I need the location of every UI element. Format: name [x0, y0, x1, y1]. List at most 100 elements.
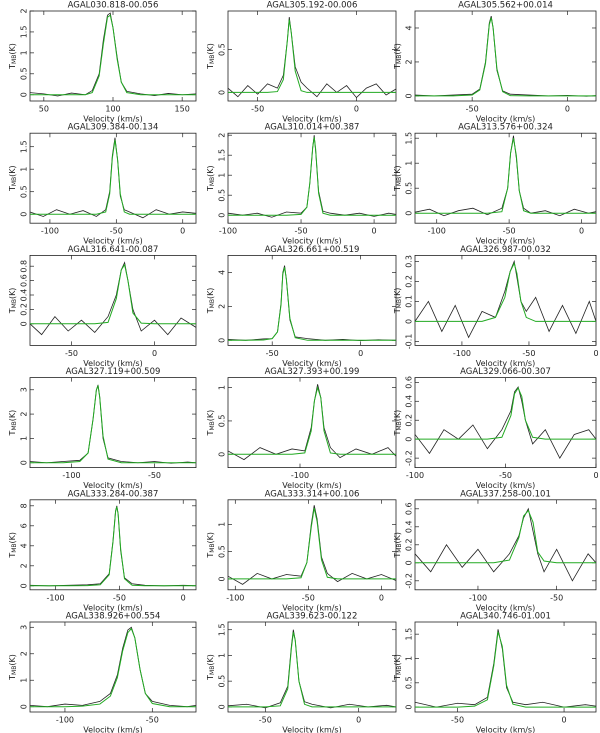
- x-axis-label: Velocity (km/s): [476, 726, 535, 733]
- y-axis-label: TMB(K): [206, 410, 216, 437]
- x-tick-label: 0: [579, 227, 584, 236]
- fit-line: [415, 138, 596, 214]
- y-tick-label: 0: [20, 704, 29, 709]
- y-tick-label: 2: [20, 563, 29, 568]
- y-label-unit: (K): [8, 165, 17, 177]
- y-tick-label: 2: [218, 304, 227, 309]
- y-label-unit: (K): [8, 654, 17, 666]
- y-tick-label: 2: [20, 8, 29, 13]
- x-tick-label: -100: [428, 227, 446, 236]
- y-tick-label: 0.2: [20, 303, 29, 316]
- y-tick-label: 0.2: [405, 275, 414, 288]
- y-axis-label: TMB(K): [206, 43, 216, 70]
- y-label-unit: (K): [8, 532, 17, 544]
- panel: AGAL339.623-00.122 -50 0 0 0.5 1 1.5 Velocity (…: [206, 612, 397, 733]
- x-tick-label: -50: [251, 105, 264, 114]
- x-tick-label: -50: [110, 227, 123, 236]
- panel-title: AGAL313.576+00.324: [458, 123, 553, 133]
- y-tick-label: 0.5: [20, 67, 29, 80]
- x-tick-label: -100: [219, 227, 237, 236]
- y-axis-label: TMB(K): [393, 165, 403, 192]
- x-tick-label: 0: [152, 349, 157, 358]
- plot-frame: [414, 254, 597, 346]
- x-tick-label: -50: [295, 227, 308, 236]
- y-label-unit: (K): [206, 654, 215, 666]
- y-label-unit: (K): [393, 165, 402, 177]
- x-tick-label: -50: [550, 593, 563, 602]
- spectrum: [227, 384, 397, 461]
- plot-frame: [227, 10, 397, 102]
- plot-frame: [29, 132, 197, 224]
- y-label-sub: MB: [209, 55, 216, 64]
- y-label-sub: MB: [11, 177, 18, 186]
- y-tick-label: 0: [218, 704, 227, 709]
- x-tick-label: 0: [358, 349, 363, 358]
- y-label-unit: (K): [206, 165, 215, 177]
- y-label-symbol: T: [206, 186, 215, 192]
- y-tick-label: 0: [20, 583, 29, 588]
- plot-frame: [227, 499, 397, 591]
- y-label-symbol: T: [8, 64, 17, 70]
- y-tick-label: 1.5: [218, 149, 227, 162]
- panel-title: AGAL326.661+00.519: [265, 245, 360, 255]
- spectrum: [29, 12, 197, 97]
- y-tick-label: 0: [218, 338, 227, 343]
- x-tick-label: 0: [379, 593, 384, 602]
- panel: AGAL305.562+00.014 -50 0 0 2 4 Velocity (km/s)…: [393, 1, 597, 124]
- x-tick-label: 50: [39, 105, 49, 114]
- y-label-symbol: T: [8, 430, 17, 436]
- y-label-unit: (K): [393, 43, 402, 55]
- x-tick-label: 0: [562, 716, 567, 725]
- y-label-symbol: T: [393, 64, 402, 70]
- panel-title: AGAL326.987-00.032: [460, 245, 551, 255]
- y-tick-label: 0: [20, 460, 29, 465]
- plot-frame: [227, 132, 397, 224]
- plot-frame: [29, 10, 197, 102]
- y-tick-label: 0.5: [405, 182, 414, 195]
- x-tick-label: 150: [175, 105, 190, 114]
- y-tick-label: 1: [20, 436, 29, 441]
- panel: AGAL030.818-00.056 50 100 150 0 0.5 1 1.5 2 Veloc…: [8, 1, 197, 124]
- x-tick-label: -100: [226, 593, 244, 602]
- spectrum: [414, 629, 597, 708]
- y-tick-label: 0: [405, 319, 414, 324]
- x-tick-label: 0: [593, 471, 598, 480]
- panel-title: AGAL030.818-00.056: [68, 1, 159, 11]
- fit-line: [30, 506, 196, 587]
- y-tick-label: 1: [20, 678, 29, 683]
- panel: AGAL316.641-00.087 -50 0 0 0.20.4 0.60.8 Veloc…: [8, 245, 197, 368]
- y-tick-label: 0: [20, 212, 29, 217]
- plot-frame: [414, 132, 597, 224]
- y-axis-label: TMB(K): [8, 288, 18, 315]
- y-label-unit: (K): [393, 654, 402, 666]
- spectrum: [29, 384, 197, 464]
- x-tick-label: 0: [356, 716, 361, 725]
- fit-line: [228, 137, 396, 216]
- panel: AGAL329.066-00.307 -100 -50 0 -0.2 0 0.2 0.4 0.6…: [393, 367, 599, 490]
- y-label-symbol: T: [393, 553, 402, 559]
- panel: AGAL333.314+00.106 -100 -50 0 0 0.5 1 Velocity …: [206, 489, 397, 612]
- plot-frame: [29, 621, 197, 713]
- y-label-sub: MB: [11, 55, 18, 64]
- y-tick-label: 0.6: [20, 274, 29, 287]
- y-tick-label: 3: [20, 625, 29, 630]
- y-label-unit: (K): [393, 532, 402, 544]
- y-label-unit: (K): [8, 410, 17, 422]
- panel: AGAL310.014+00.387 -100 -50 0 0 0.5 1 1.5 2 Veloc…: [206, 123, 397, 246]
- y-label-unit: (K): [206, 410, 215, 422]
- y-label-symbol: T: [206, 430, 215, 436]
- y-label-sub: MB: [11, 666, 18, 675]
- spectrum: [227, 505, 397, 585]
- y-axis-label: TMB(K): [393, 43, 403, 70]
- plot-frame: [29, 254, 197, 346]
- x-axis-label: Velocity (km/s): [83, 603, 142, 612]
- x-tick-label: 0: [354, 105, 359, 114]
- y-axis-label: TMB(K): [206, 165, 216, 192]
- spectrum: [414, 15, 597, 97]
- y-label-symbol: T: [8, 186, 17, 192]
- y-tick-label: 0: [20, 321, 29, 326]
- y-tick-label: 2: [20, 651, 29, 656]
- x-tick-label: -50: [146, 716, 159, 725]
- y-tick-label: 0.2: [405, 538, 414, 551]
- y-tick-label: 0.5: [218, 415, 227, 428]
